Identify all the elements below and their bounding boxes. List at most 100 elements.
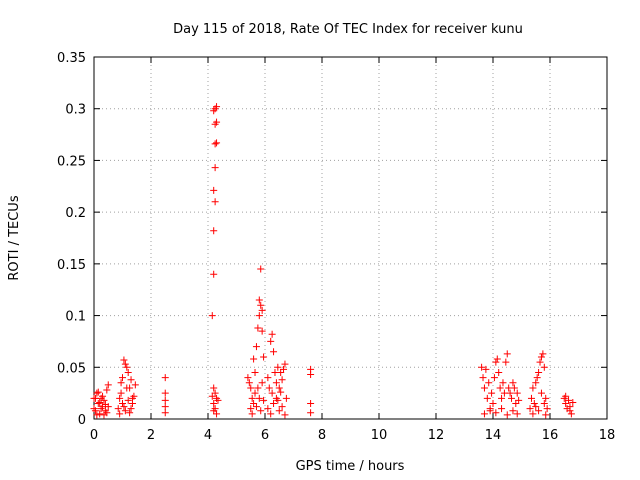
grid-lines (94, 57, 607, 419)
data-point (281, 411, 289, 419)
x-tick-label: 16 (542, 428, 559, 443)
data-point (532, 379, 540, 387)
data-point (244, 374, 252, 382)
data-point (258, 327, 266, 335)
data-point (486, 407, 494, 415)
data-point (513, 410, 521, 418)
data-point (211, 105, 219, 113)
y-tick-label: 0.25 (57, 154, 86, 169)
data-point (508, 394, 516, 402)
data-point (257, 265, 265, 273)
data-point (274, 363, 282, 371)
data-point (492, 409, 500, 417)
data-point (272, 379, 280, 387)
data-point (569, 398, 577, 406)
x-axis-label: GPS time / hours (296, 459, 405, 474)
data-point (277, 368, 285, 376)
data-point (515, 396, 523, 404)
x-tick-label: 2 (147, 428, 155, 443)
data-point (562, 399, 570, 407)
data-point (537, 389, 545, 397)
data-point (527, 394, 535, 402)
data-point (126, 409, 134, 417)
data-point (247, 384, 255, 392)
data-point (214, 396, 222, 404)
data-point (499, 379, 507, 387)
data-point (270, 348, 278, 356)
data-point (211, 198, 219, 206)
data-point (117, 379, 125, 387)
data-point (116, 394, 124, 402)
data-point (307, 371, 315, 379)
x-tick-label: 4 (204, 428, 212, 443)
data-point (100, 411, 108, 419)
data-point (566, 407, 574, 415)
data-point (97, 405, 105, 413)
x-tick-label: 14 (485, 428, 502, 443)
x-tick-label: 10 (371, 428, 388, 443)
data-point (120, 403, 128, 411)
data-point (119, 399, 126, 407)
data-points (90, 103, 577, 419)
data-point (210, 186, 218, 194)
data-point (535, 407, 543, 415)
data-point (480, 384, 488, 392)
data-point (257, 407, 265, 415)
y-tick-label: 0 (78, 413, 86, 428)
data-point (264, 405, 272, 413)
data-point (274, 396, 282, 404)
data-point (535, 368, 543, 376)
data-point (267, 410, 275, 418)
x-tick-label: 18 (599, 428, 616, 443)
data-point (94, 399, 102, 407)
data-point (542, 411, 550, 419)
data-point (503, 350, 511, 358)
data-point (96, 410, 104, 418)
data-point (495, 368, 503, 376)
y-tick-label: 0.15 (57, 258, 86, 273)
data-point (161, 409, 169, 417)
data-point (275, 407, 283, 415)
data-point (282, 394, 290, 402)
data-point (493, 355, 501, 363)
data-point (264, 374, 272, 382)
data-point (130, 392, 138, 400)
data-point (268, 389, 276, 397)
data-point (526, 405, 534, 413)
data-point (539, 350, 547, 358)
data-point (121, 407, 129, 415)
data-point (542, 394, 550, 402)
data-point (254, 384, 262, 392)
data-point (90, 394, 98, 402)
data-point (161, 389, 169, 397)
y-axis-label: ROTI / TECUs (7, 195, 22, 280)
data-point (127, 376, 135, 384)
data-point (278, 376, 286, 384)
data-point (161, 374, 169, 382)
x-tick-label: 0 (90, 428, 98, 443)
data-point (208, 312, 216, 320)
y-tick-label: 0.05 (57, 361, 86, 376)
data-point (124, 368, 132, 376)
data-point (245, 379, 253, 387)
data-point (268, 330, 276, 338)
data-point (213, 139, 221, 147)
data-point (248, 410, 256, 418)
data-point (123, 384, 131, 392)
data-point (482, 365, 490, 373)
data-point (210, 227, 218, 235)
data-point (116, 410, 124, 418)
data-point (213, 410, 221, 418)
data-point (478, 363, 486, 371)
data-point (124, 396, 132, 404)
x-tick-label: 8 (318, 428, 326, 443)
data-point (258, 306, 266, 314)
data-point (208, 392, 216, 400)
data-point (537, 353, 545, 361)
data-point (480, 410, 488, 418)
y-tick-label: 0.35 (57, 51, 86, 66)
data-point (529, 410, 537, 418)
data-point (210, 384, 218, 392)
x-tick-label: 6 (261, 428, 269, 443)
